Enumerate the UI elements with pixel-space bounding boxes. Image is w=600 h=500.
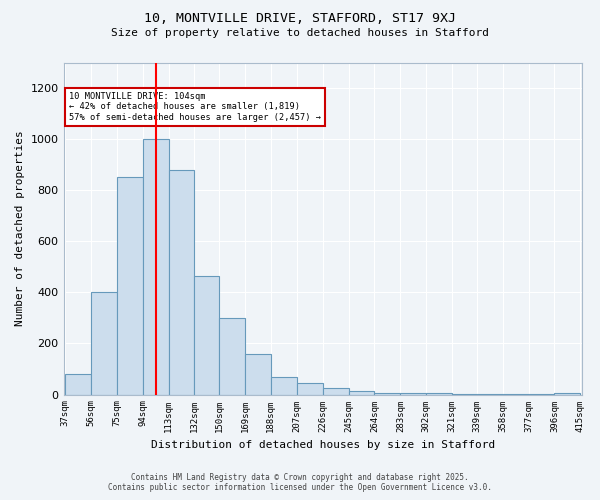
Bar — [245, 354, 271, 395]
Bar — [271, 376, 297, 394]
Text: 10 MONTVILLE DRIVE: 104sqm
← 42% of detached houses are smaller (1,819)
57% of s: 10 MONTVILLE DRIVE: 104sqm ← 42% of deta… — [69, 92, 321, 122]
X-axis label: Distribution of detached houses by size in Stafford: Distribution of detached houses by size … — [151, 440, 495, 450]
Bar — [117, 178, 143, 394]
Bar — [91, 292, 117, 394]
Text: Size of property relative to detached houses in Stafford: Size of property relative to detached ho… — [111, 28, 489, 38]
Bar — [349, 390, 374, 394]
Text: Contains HM Land Registry data © Crown copyright and database right 2025.
Contai: Contains HM Land Registry data © Crown c… — [108, 473, 492, 492]
Bar — [169, 170, 194, 394]
Bar — [297, 383, 323, 394]
Bar — [65, 374, 91, 394]
Bar — [554, 392, 580, 394]
Y-axis label: Number of detached properties: Number of detached properties — [15, 130, 25, 326]
Bar — [426, 392, 452, 394]
Bar — [219, 318, 245, 394]
Text: 10, MONTVILLE DRIVE, STAFFORD, ST17 9XJ: 10, MONTVILLE DRIVE, STAFFORD, ST17 9XJ — [144, 12, 456, 26]
Bar — [194, 276, 219, 394]
Bar — [143, 139, 169, 394]
Bar — [323, 388, 349, 394]
